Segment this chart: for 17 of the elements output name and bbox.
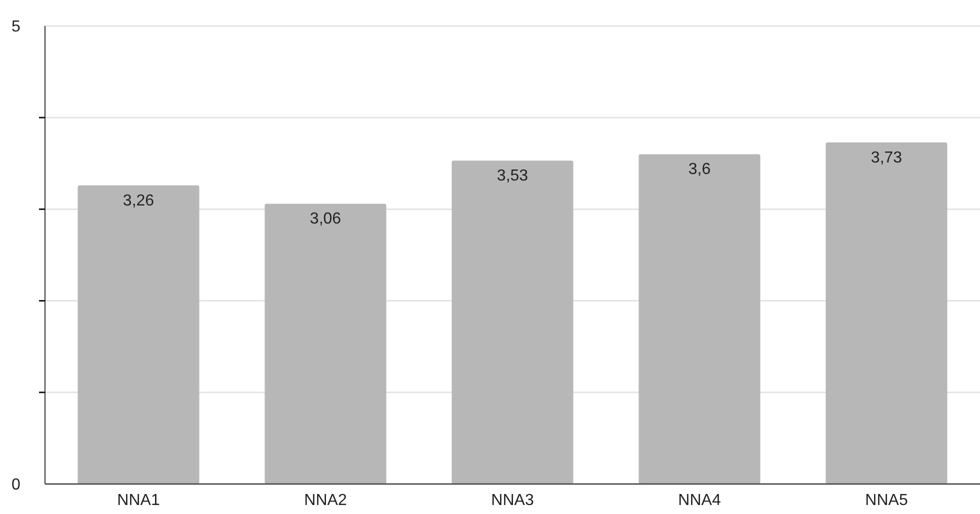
y-tick-label: 0 bbox=[12, 476, 21, 494]
data-label: 3,6 bbox=[688, 161, 711, 178]
x-tick-label: NNA5 bbox=[865, 492, 908, 509]
bar bbox=[264, 204, 386, 484]
data-label: 3,06 bbox=[310, 210, 342, 228]
data-label: 3,73 bbox=[870, 149, 902, 166]
data-label: 3,26 bbox=[122, 192, 154, 210]
y-tick-label: 5 bbox=[12, 18, 21, 36]
x-tick-label: NNA2 bbox=[304, 492, 347, 509]
x-tick-label: NNA1 bbox=[117, 492, 160, 509]
bar bbox=[826, 142, 948, 484]
data-label: 3,53 bbox=[496, 168, 528, 185]
bar bbox=[452, 160, 574, 484]
bar bbox=[638, 154, 760, 484]
bar bbox=[78, 185, 200, 484]
x-tick-label: NNA3 bbox=[491, 492, 534, 509]
x-tick-label: NNA4 bbox=[678, 492, 721, 509]
